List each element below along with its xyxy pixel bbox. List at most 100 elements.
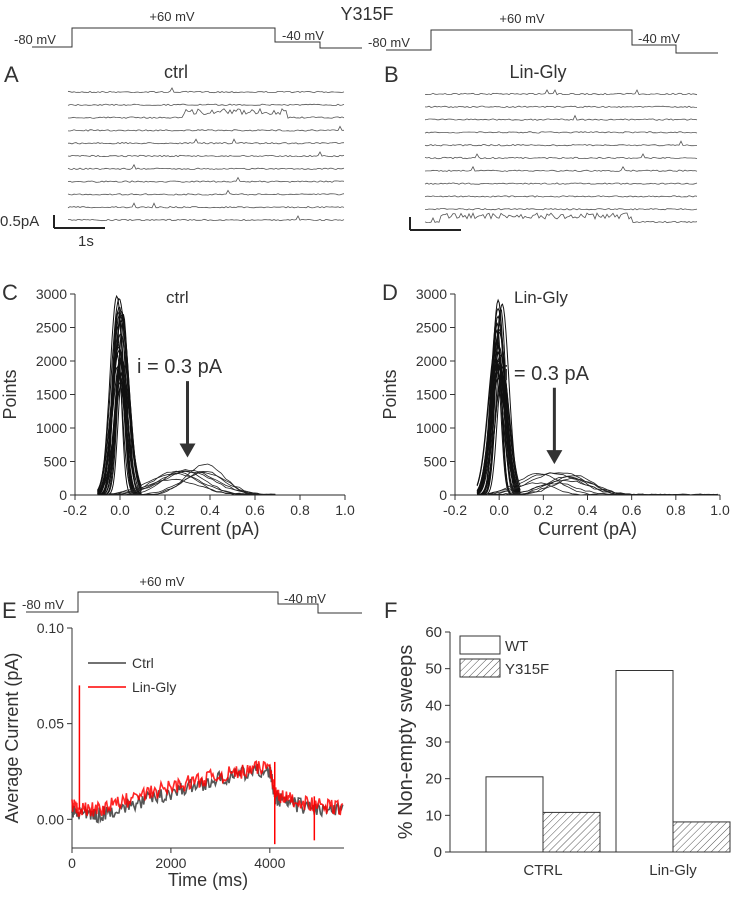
sweep-trace <box>67 103 345 106</box>
sweep-trace <box>67 202 345 209</box>
y-tick-label: 3000 <box>36 286 67 302</box>
sweep-trace <box>424 105 698 108</box>
panel-c-label: ctrl <box>166 288 189 307</box>
histogram-trace-closed <box>476 359 521 493</box>
x-tick-label: 0.6 <box>622 502 642 518</box>
x-axis-label: Current (pA) <box>538 519 637 539</box>
panel-a-scalebar <box>53 215 105 229</box>
sweep-trace <box>67 163 345 170</box>
sweep-trace <box>424 153 698 160</box>
protocol-e-v2: +60 mV <box>139 574 184 589</box>
x-tick-label: 0.2 <box>534 502 554 518</box>
protocol-b-v3: -40 mV <box>638 31 680 46</box>
panel-d-plot: -0.2 0.0 0.2 0.4 0.6 0.8 1.0 0 500 1000 1500 2000 25… <box>380 286 730 539</box>
y-tick-label: 3000 <box>416 286 447 302</box>
sweep-trace <box>424 165 698 172</box>
panel-d-letter: D <box>382 280 398 305</box>
y-tick-label: 1000 <box>416 420 447 436</box>
protocol-b-v2: +60 mV <box>499 11 544 26</box>
sweep-trace <box>424 195 698 198</box>
histogram-trace-closed <box>97 333 142 493</box>
x-tick-label: 0.8 <box>290 502 310 518</box>
panel-a-traces <box>67 87 345 222</box>
sweep-trace <box>67 215 345 222</box>
y-tick-label: 0.10 <box>37 620 64 636</box>
y-axis-label: Points <box>0 369 20 419</box>
figure-title: Y315F <box>340 4 393 24</box>
x-tick-label: 0.2 <box>155 502 175 518</box>
sweep-trace <box>425 208 698 211</box>
sweep-trace <box>67 189 345 196</box>
sweep-trace <box>424 131 698 134</box>
x-tick-label: 0.6 <box>245 502 265 518</box>
y-axis-label: Points <box>380 369 400 419</box>
sweep-trace <box>67 125 344 132</box>
open-level-annotation: i = 0.3 pA <box>137 356 223 378</box>
histogram-trace-closed <box>477 366 521 496</box>
sweep-trace <box>424 140 698 147</box>
y-tick-label: 0 <box>59 487 67 503</box>
histogram-trace-open <box>108 471 276 496</box>
x-tick-label: 1.0 <box>335 502 355 518</box>
panel-b-scalebar <box>409 217 461 231</box>
y-tick-label: 500 <box>44 454 68 470</box>
panel-e-letter: E <box>2 598 17 623</box>
y-tick-label: 30 <box>425 734 442 751</box>
panel-c-letter: C <box>2 280 18 305</box>
open-level-arrowhead <box>546 450 563 465</box>
x-tick-label: 0 <box>68 855 76 871</box>
x-tick-label: 2000 <box>155 855 186 871</box>
y-tick-label: 0 <box>439 487 447 503</box>
x-category-label: CTRL <box>523 862 562 879</box>
legend-swatch <box>459 635 501 655</box>
panel-a-scale-x: 1s <box>78 233 94 250</box>
legend-swatch <box>459 658 501 678</box>
protocol-b-v1: -80 mV <box>368 35 410 50</box>
sweep-trace <box>68 138 345 145</box>
y-tick-label: 60 <box>425 624 442 641</box>
panel-c-plot: -0.2 0.0 0.2 0.4 0.6 0.8 1.0 0 500 1000 1500 2000 25… <box>0 286 355 539</box>
x-tick-label: 0.0 <box>489 502 509 518</box>
x-tick-label: -0.2 <box>63 502 87 518</box>
panel-a-scale-y: 0.5pA <box>0 213 39 230</box>
sweep-trace <box>424 212 698 224</box>
legend-label: WT <box>505 638 528 655</box>
sweep-trace <box>67 87 345 94</box>
y-tick-label: 500 <box>424 454 448 470</box>
y-tick-label: 1500 <box>416 387 447 403</box>
open-level-arrowhead <box>179 443 196 458</box>
x-tick-label: 0.8 <box>666 502 686 518</box>
y-tick-label: 2500 <box>36 320 67 336</box>
average-current-trace <box>71 760 344 818</box>
panel-a-label: ctrl <box>164 62 188 82</box>
y-tick-label: 0 <box>434 844 442 861</box>
protocol-e-v3: -40 mV <box>284 591 326 606</box>
panel-e-plot: 0 2000 4000 0.00 0.05 0.10 Time (ms) Average Cu… <box>2 620 344 890</box>
panel-b-traces <box>424 89 698 224</box>
panel-f-plot: 0 10 20 30 40 50 60 % Non-empty sweeps CTRL Lin-G… <box>395 624 731 879</box>
sweep-trace <box>67 176 345 183</box>
sweep-trace <box>68 107 345 119</box>
protocol-e: -80 mV +60 mV -40 mV <box>22 574 362 614</box>
bar-y315f <box>672 821 731 853</box>
x-tick-label: -0.2 <box>443 502 467 518</box>
protocol-b: -80 mV +60 mV -40 mV <box>368 11 718 54</box>
x-tick-label: 0.4 <box>200 502 220 518</box>
bar-y315f <box>542 811 601 853</box>
protocol-a-v3: -40 mV <box>282 28 324 43</box>
x-tick-label: 1.0 <box>710 502 730 518</box>
x-tick-label: 0.4 <box>578 502 598 518</box>
x-axis-label: Current (pA) <box>160 519 259 539</box>
legend-label: Y315F <box>505 661 549 678</box>
protocol-a-v1: -80 mV <box>14 32 56 47</box>
y-axis-label: Average Current (pA) <box>2 653 22 824</box>
bar-wt <box>615 670 674 853</box>
panel-f-letter: F <box>384 598 397 623</box>
histogram-trace-closed <box>97 297 142 492</box>
y-axis-label: % Non-empty sweeps <box>395 645 417 840</box>
histogram-trace-open <box>488 477 718 496</box>
x-tick-label: 4000 <box>254 855 285 871</box>
histogram-trace-open <box>108 470 276 496</box>
sweep-trace <box>67 151 345 158</box>
